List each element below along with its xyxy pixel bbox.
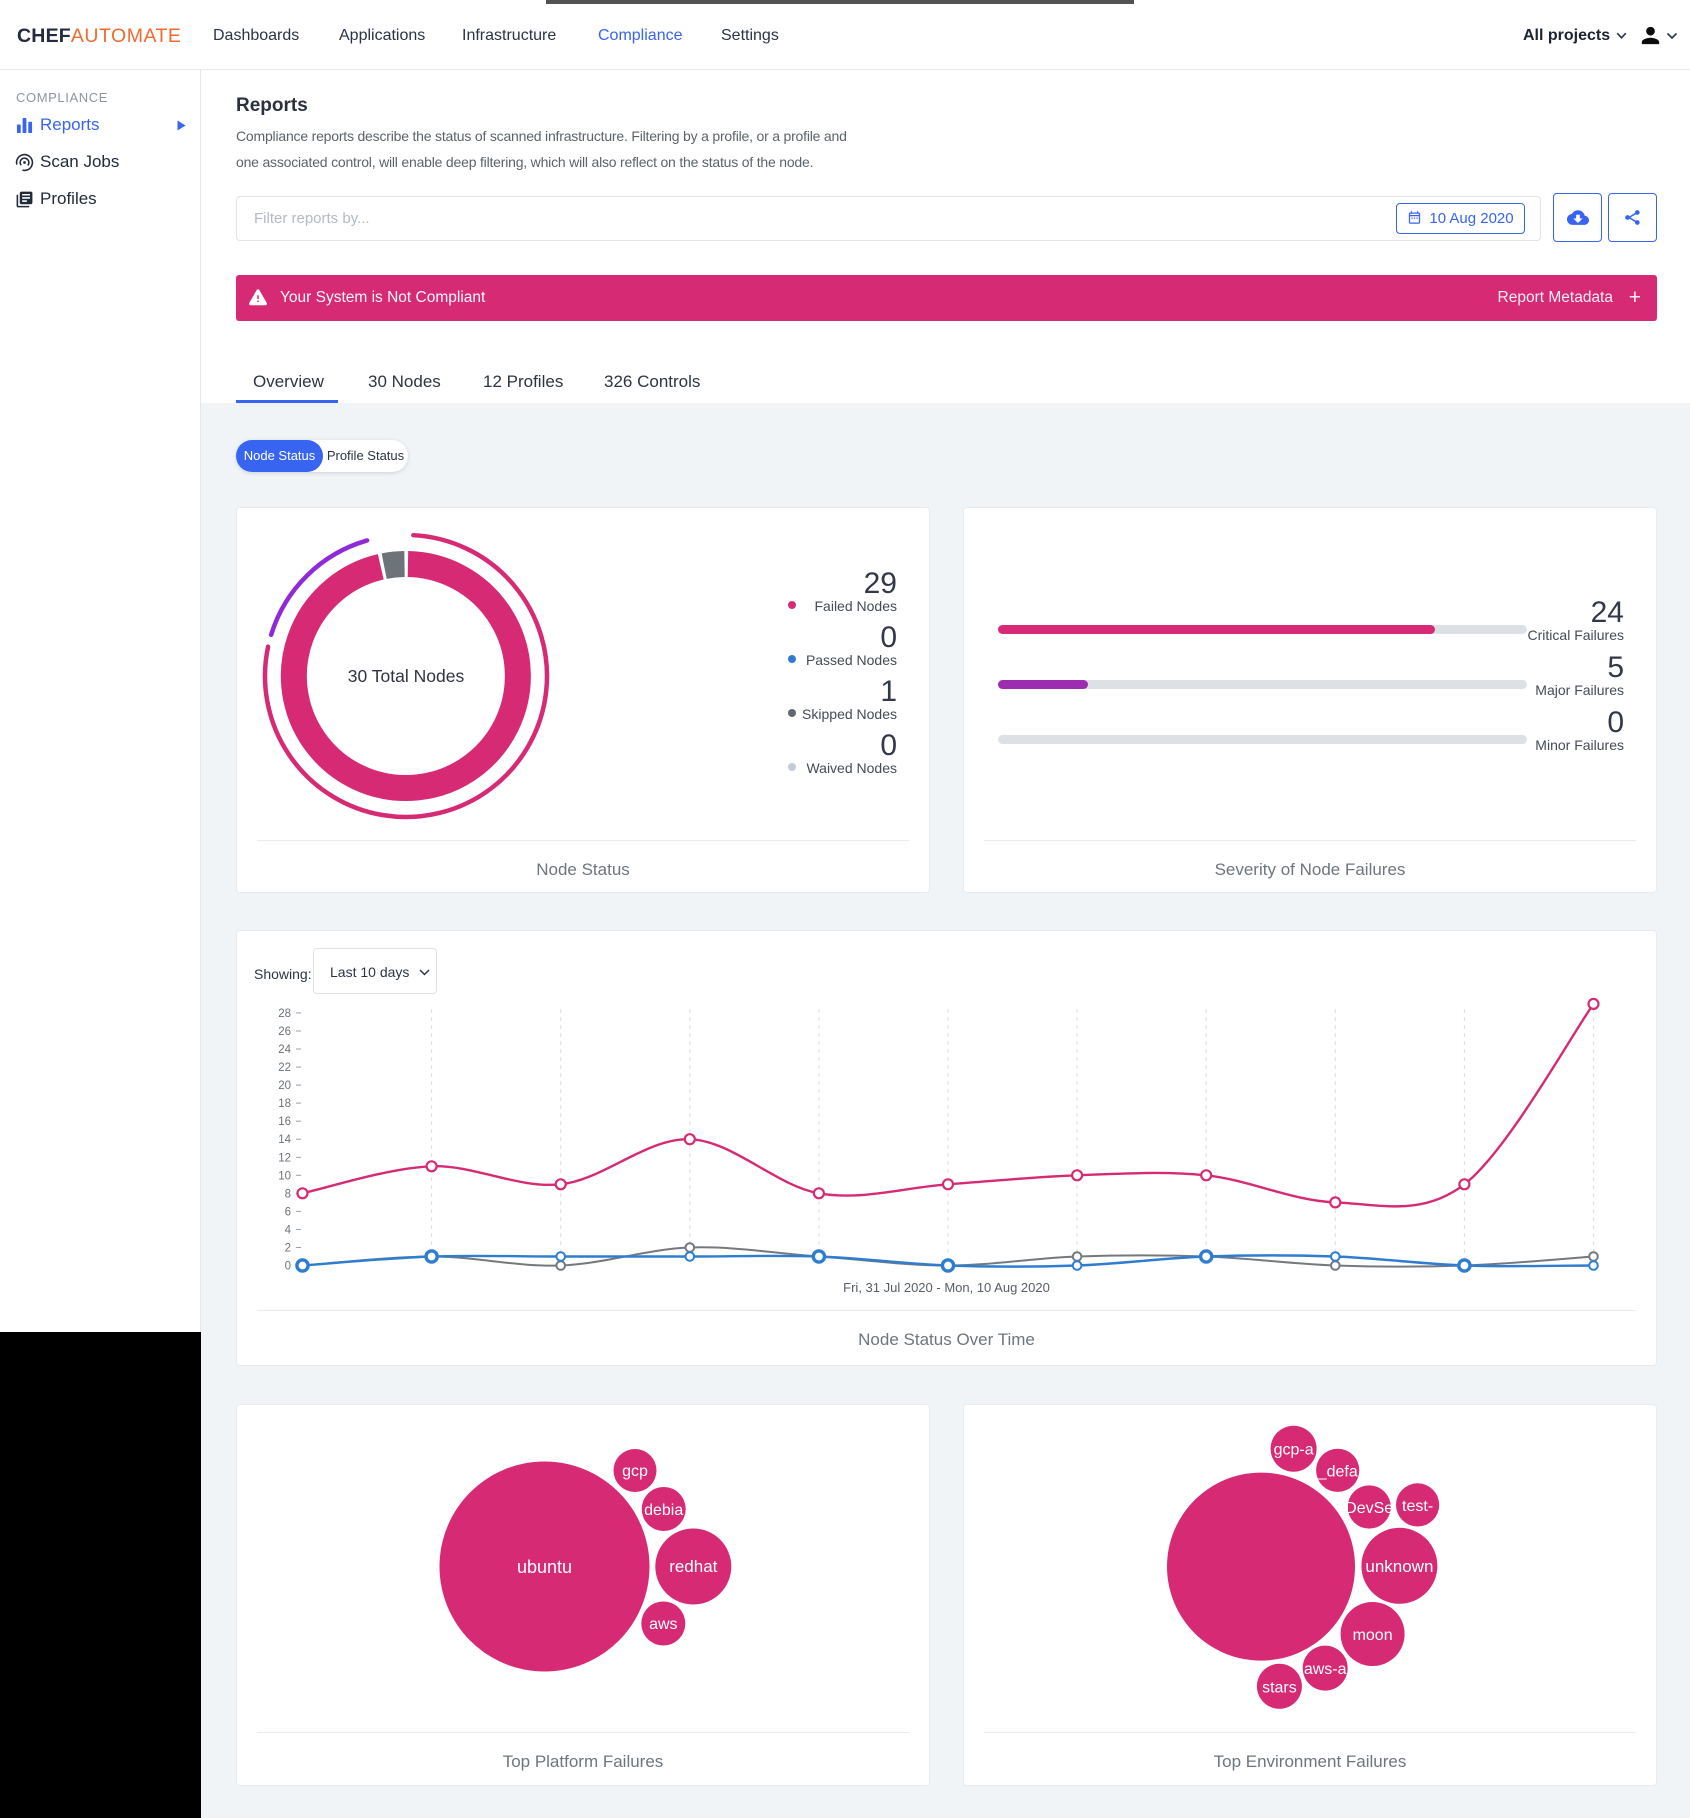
- svg-text:16: 16: [278, 1116, 291, 1128]
- svg-text:30 Total Nodes: 30 Total Nodes: [348, 666, 465, 686]
- svg-text:6: 6: [285, 1206, 291, 1218]
- svg-text:28: 28: [278, 1008, 291, 1020]
- svg-text:26: 26: [278, 1026, 291, 1038]
- svg-text:14: 14: [278, 1134, 291, 1146]
- svg-text:debia: debia: [644, 1502, 683, 1519]
- svg-text:2: 2: [285, 1243, 291, 1255]
- svg-text:0: 0: [285, 1261, 291, 1273]
- svg-text:18: 18: [278, 1098, 291, 1110]
- svg-text:moon: moon: [1353, 1627, 1393, 1644]
- svg-text:4: 4: [285, 1224, 292, 1236]
- svg-text:22: 22: [278, 1062, 291, 1074]
- svg-text:aws-a: aws-a: [1304, 1661, 1347, 1678]
- svg-text:10: 10: [278, 1170, 291, 1182]
- svg-text:test-: test-: [1402, 1498, 1433, 1515]
- svg-text:redhat: redhat: [669, 1557, 717, 1576]
- svg-text:_defa: _defa: [1317, 1463, 1358, 1480]
- svg-text:ubuntu: ubuntu: [517, 1557, 572, 1577]
- svg-text:24: 24: [278, 1044, 291, 1056]
- svg-text:gcp-a: gcp-a: [1274, 1442, 1314, 1459]
- svg-text:12: 12: [278, 1152, 291, 1164]
- svg-text:unknown: unknown: [1365, 1557, 1433, 1576]
- svg-text:gcp: gcp: [622, 1463, 648, 1480]
- svg-text:20: 20: [278, 1080, 291, 1092]
- svg-text:8: 8: [285, 1188, 291, 1200]
- svg-text:DevSe: DevSe: [1345, 1500, 1393, 1517]
- svg-text:stars: stars: [1262, 1679, 1297, 1696]
- svg-text:aws: aws: [649, 1616, 677, 1633]
